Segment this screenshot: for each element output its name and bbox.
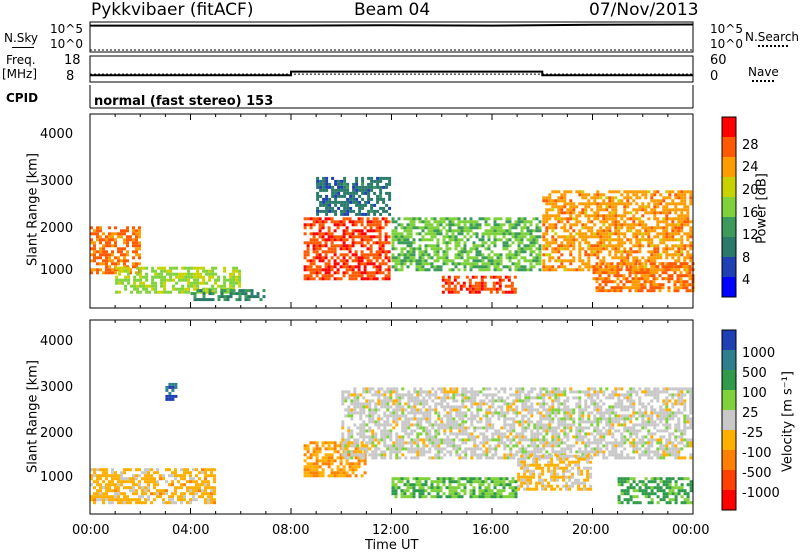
velocity-ytick-1000: 1000 <box>40 470 74 485</box>
cpid-label: CPID <box>6 91 39 105</box>
heat-region-5 <box>391 217 542 272</box>
nave-tick-top: 60 <box>710 53 727 68</box>
xtick-1: 04:00 <box>172 523 210 538</box>
velocity-colorbar-segment-5 <box>722 430 736 451</box>
power-colorbar-segment-1 <box>722 137 736 158</box>
power-ytick-2000: 2000 <box>40 221 74 236</box>
power-ytick-4000: 4000 <box>40 127 74 142</box>
heat-region-4 <box>391 477 518 499</box>
power-colorbar-segment-2 <box>722 157 736 178</box>
power-colorbar-segment-7 <box>722 257 736 278</box>
xtick-4: 16:00 <box>472 523 510 538</box>
power-ytick-3000: 3000 <box>40 174 74 189</box>
nsearch-tick-top: 10^5 <box>710 22 743 36</box>
heat-region-6 <box>617 477 693 505</box>
freq-tick-top: 18 <box>64 53 81 68</box>
velocity-ytick-2000: 2000 <box>40 426 74 441</box>
power-colorbar-segment-6 <box>722 237 736 258</box>
velocity-colorbar-segment-0 <box>722 330 736 351</box>
nsearch-tick-bottom: 10^0 <box>710 37 743 51</box>
velocity-cbar-tick-25: 25 <box>742 406 759 421</box>
velocity-cbar-tick-neg500: -500 <box>742 466 772 481</box>
nsky-label: N.Sky <box>4 31 39 45</box>
xtick-5: 20:00 <box>572 523 610 538</box>
nsky-tick-top: 10^5 <box>50 22 83 36</box>
power-colorbar-segment-4 <box>722 197 736 218</box>
velocity-colorbar-frame <box>721 329 737 511</box>
power-cbar-tick-16: 16 <box>742 206 759 221</box>
nsky-tick-bottom: 10^0 <box>50 37 83 51</box>
heat-region-3 <box>341 387 693 460</box>
power-cbar-tick-12: 12 <box>742 228 759 243</box>
nsky-legend-line <box>12 47 34 48</box>
nave-legend-line <box>752 80 774 82</box>
nsearch-label: N.Search <box>745 30 800 44</box>
nsky-panel-frame <box>89 21 694 53</box>
heat-region-1 <box>165 382 178 401</box>
xtick-0: 00:00 <box>72 523 110 538</box>
velocity-colorbar-segment-3 <box>722 390 736 411</box>
power-cbar-tick-24: 24 <box>742 160 759 175</box>
date-title: 07/Nov/2013 <box>589 0 699 20</box>
velocity-cbar-tick-100: 100 <box>742 386 767 401</box>
power-ytick-1000: 1000 <box>40 263 74 278</box>
velocity-colorbar-segment-2 <box>722 370 736 391</box>
velocity-colorbar-segment-6 <box>722 450 736 471</box>
xtick-6: 00:00 <box>672 523 710 538</box>
velocity-cbar-tick-neg1000: -1000 <box>742 486 780 501</box>
heat-region-2 <box>190 289 266 302</box>
freq-series <box>90 70 693 77</box>
velocity-colorbar-segment-8 <box>722 490 736 511</box>
velocity-cbar-tick-1000: 1000 <box>742 346 776 361</box>
power-cbar-tick-28: 28 <box>742 138 759 153</box>
nsearch-legend-line <box>758 45 788 47</box>
heat-region-3 <box>303 217 391 281</box>
nave-tick-bottom: 0 <box>710 69 719 84</box>
beam-title: Beam 04 <box>354 0 431 20</box>
heat-region-8 <box>592 262 695 293</box>
freq-unit: [MHz] <box>2 67 38 81</box>
power-colorbar-segment-5 <box>722 217 736 238</box>
freq-panel-frame <box>89 55 694 83</box>
power-colorbar-segment-8 <box>722 277 736 298</box>
power-cbar-tick-4: 4 <box>742 273 751 288</box>
heat-region-6 <box>441 275 517 294</box>
power-cbar-tick-20: 20 <box>742 183 759 198</box>
power-colorbar-segment-0 <box>722 117 736 138</box>
power-colorbar-segment-3 <box>722 177 736 198</box>
power-cbar-tick-8: 8 <box>742 251 751 266</box>
heat-region-0 <box>90 468 216 505</box>
velocity-colorbar-segment-4 <box>722 410 736 431</box>
x-axis-label: Time UT <box>365 538 419 553</box>
freq-tick-bottom: 8 <box>66 69 75 84</box>
xtick-2: 08:00 <box>272 523 310 538</box>
velocity-ytick-3000: 3000 <box>40 380 74 395</box>
heat-region-5 <box>517 454 593 491</box>
heat-region-4 <box>316 176 392 216</box>
heat-region-0 <box>90 226 141 275</box>
cpid-text: normal (fast stereo) 153 <box>94 94 274 109</box>
velocity-cbar-tick-neg25: -25 <box>742 426 764 441</box>
velocity-ytick-4000: 4000 <box>40 334 74 349</box>
heat-region-1 <box>115 266 242 294</box>
power-colorbar-frame <box>721 116 737 298</box>
velocity-cbar-tick-neg100: -100 <box>742 446 772 461</box>
nave-label: Nave <box>748 65 779 79</box>
station-title: Pykkvibaer (fitACF) <box>91 0 254 20</box>
velocity-colorbar-segment-7 <box>722 470 736 491</box>
freq-label: Freq. <box>6 53 36 67</box>
velocity-cbar-tick-500: 500 <box>742 366 767 381</box>
velocity-colorbar-segment-1 <box>722 350 736 371</box>
xtick-3: 12:00 <box>372 523 410 538</box>
nsky-series-0 <box>90 23 694 27</box>
